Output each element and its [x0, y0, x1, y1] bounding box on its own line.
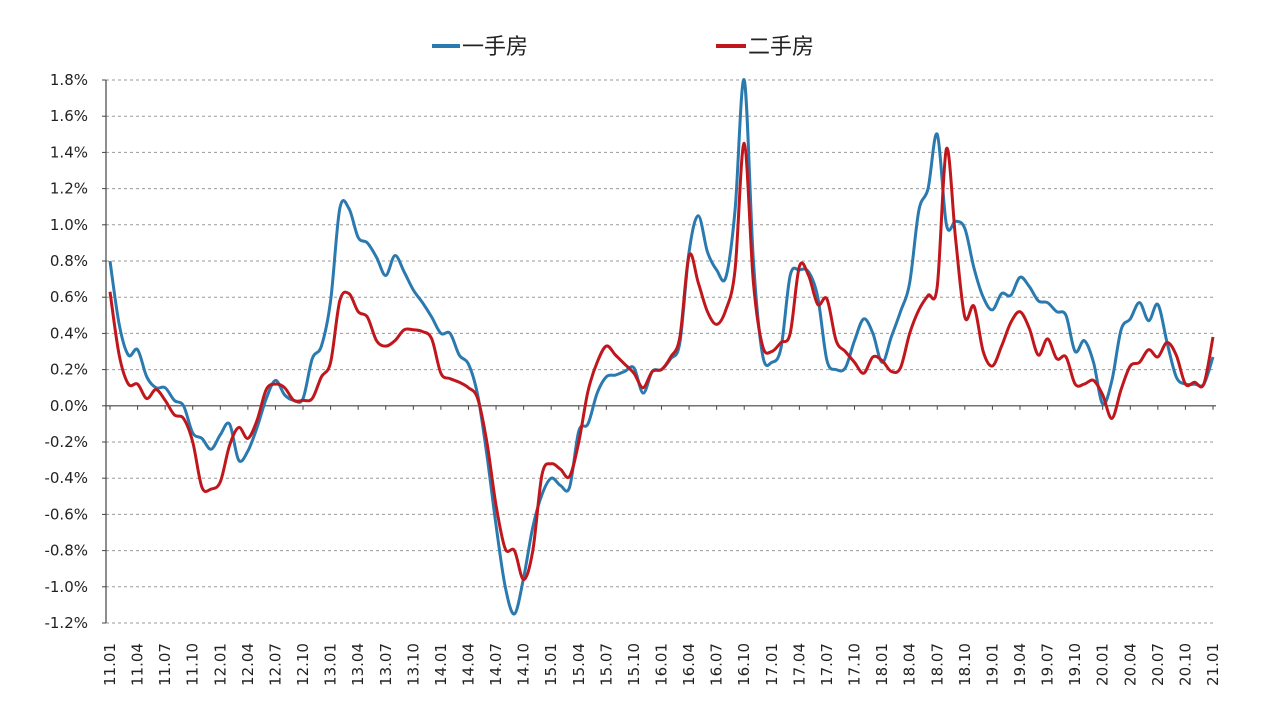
- x-tick-label: 21.01: [1204, 643, 1222, 686]
- x-tick-label: 15.07: [597, 643, 615, 686]
- y-tick-label: 1.8%: [50, 71, 88, 89]
- x-tick-label: 12.01: [211, 643, 229, 686]
- x-axis-tick-labels: 11.01 11.04 11.07 11.10 12.01 12.04 12.07 12.10…: [101, 643, 1222, 686]
- x-tick-label: 20.07: [1149, 643, 1167, 686]
- y-tick-label: 1.6%: [50, 107, 88, 125]
- series-lines: [108, 78, 1215, 616]
- x-tick-label: 17.04: [790, 643, 808, 686]
- x-tick-label: 17.10: [846, 643, 864, 686]
- y-tick-label: -0.8%: [44, 542, 88, 560]
- y-axis-tick-labels: 1.8% 1.6% 1.4% 1.2% 1.0% 0.8% 0.6% 0.4% 0.2% 0.0%…: [44, 71, 88, 632]
- x-tick-label: 13.07: [377, 643, 395, 686]
- x-tick-label: 16.07: [708, 643, 726, 686]
- x-tick-label: 13.04: [349, 643, 367, 686]
- x-tick-label: 12.07: [266, 643, 284, 686]
- x-tick-label: 20.10: [1176, 643, 1194, 686]
- x-tick-label: 15.01: [542, 643, 560, 686]
- x-tick-label: 20.01: [1094, 643, 1112, 686]
- y-tick-label: 0.8%: [50, 252, 88, 270]
- x-tick-label: 16.04: [680, 643, 698, 686]
- x-tick-label: 18.01: [873, 643, 891, 686]
- y-tick-label: 1.0%: [50, 216, 88, 234]
- x-tick-label: 14.04: [459, 643, 477, 686]
- x-tick-label: 11.10: [184, 643, 202, 686]
- x-tick-label: 17.01: [763, 643, 781, 686]
- x-tick-label: 11.01: [101, 643, 119, 686]
- x-tick-label: 20.04: [1121, 643, 1139, 686]
- y-tick-label: -0.2%: [44, 433, 88, 451]
- y-tick-label: -1.2%: [44, 614, 88, 632]
- x-tick-label: 11.04: [129, 643, 147, 686]
- y-tick-label: -0.6%: [44, 505, 88, 523]
- x-tick-label: 14.01: [432, 643, 450, 686]
- y-tick-label: 0.6%: [50, 288, 88, 306]
- x-tick-label: 15.10: [625, 643, 643, 686]
- legend-label-first-hand: 一手房: [462, 35, 528, 60]
- y-tick-label: 0.2%: [50, 361, 88, 379]
- x-tick-label: 12.04: [239, 643, 257, 686]
- x-tick-label: 18.04: [901, 643, 919, 686]
- axes: [102, 79, 1216, 624]
- x-tick-label: 12.10: [294, 643, 312, 686]
- y-tick-label: 1.2%: [50, 180, 88, 198]
- y-tick-label: 1.4%: [50, 143, 88, 161]
- series-line-first-hand: [108, 78, 1215, 616]
- gridlines: [106, 79, 1216, 624]
- y-tick-label: 0.0%: [50, 397, 88, 415]
- series-line-second-hand: [108, 141, 1215, 582]
- y-tick-label: -1.0%: [44, 578, 88, 596]
- x-tick-label: 17.07: [818, 643, 836, 686]
- y-tick-label: 0.4%: [50, 324, 88, 342]
- x-tick-label: 19.01: [983, 643, 1001, 686]
- x-tick-label: 13.10: [404, 643, 422, 686]
- x-tick-label: 14.07: [487, 643, 505, 686]
- y-tick-label: -0.4%: [44, 469, 88, 487]
- x-tick-label: 11.07: [156, 643, 174, 686]
- x-tick-label: 18.10: [956, 643, 974, 686]
- legend: 一手房 二手房: [432, 35, 814, 60]
- x-tick-label: 14.10: [515, 643, 533, 686]
- x-tick-label: 19.10: [1066, 643, 1084, 686]
- legend-label-second-hand: 二手房: [748, 35, 814, 60]
- x-tick-label: 19.04: [1011, 643, 1029, 686]
- x-tick-label: 15.04: [570, 643, 588, 686]
- x-tick-label: 13.01: [322, 643, 340, 686]
- x-tick-label: 18.07: [928, 643, 946, 686]
- x-tick-label: 16.01: [653, 643, 671, 686]
- x-tick-label: 19.07: [1039, 643, 1057, 686]
- x-tick-label: 16.10: [735, 643, 753, 686]
